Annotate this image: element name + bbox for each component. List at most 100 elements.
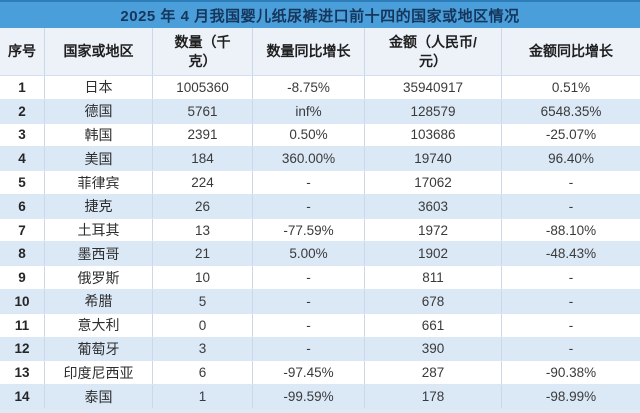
cell-country: 墨西哥 bbox=[45, 242, 153, 266]
table-row: 2 德国 5761 inf% 128579 6548.35% bbox=[0, 99, 640, 124]
header-amount: 金额（人民币/ 元） bbox=[365, 28, 502, 75]
cell-amount-yoy: 0.51% bbox=[551, 79, 591, 95]
cell-quantity: 184 bbox=[153, 147, 253, 171]
cell-seq: 2 bbox=[0, 99, 45, 123]
cell-amount: 811 bbox=[365, 266, 502, 290]
cell-amount-yoy: -98.99% bbox=[545, 389, 597, 405]
cell-amount: 1902 bbox=[365, 242, 502, 266]
cell-seq: 14 bbox=[0, 385, 45, 408]
cell-country: 日本 bbox=[45, 76, 153, 99]
cell-quantity-yoy: -8.75% bbox=[253, 76, 365, 99]
header-quantity-yoy: 数量同比增长 bbox=[253, 28, 365, 75]
cell-quantity-yoy: 0.50% bbox=[253, 123, 365, 147]
cell-amount-yoy: - bbox=[568, 198, 574, 214]
cell-quantity: 0 bbox=[153, 313, 253, 337]
cell-quantity-yoy: - bbox=[253, 194, 365, 218]
cell-quantity-yoy: -77.59% bbox=[253, 218, 365, 242]
cell-country: 希腊 bbox=[45, 290, 153, 313]
cell-quantity: 6 bbox=[153, 361, 253, 385]
cell-quantity: 5 bbox=[153, 290, 253, 313]
table-row: 6 捷克 26-3603- bbox=[0, 194, 640, 219]
table-body: 1 日本 1005360 -8.75% 35940917 0.51% 2 德国 5761 inf%… bbox=[0, 76, 640, 409]
cell-quantity: 13 bbox=[153, 218, 253, 242]
cell-seq: 3 bbox=[0, 123, 45, 147]
cell-amount: 390 bbox=[365, 337, 502, 361]
cell-country: 捷克 bbox=[45, 194, 153, 218]
table-row: 11 意大利 0-661- bbox=[0, 313, 640, 338]
table-row: 12 葡萄牙 3-390- bbox=[0, 337, 640, 362]
cell-seq: 1 bbox=[0, 76, 45, 99]
cell-country: 泰国 bbox=[45, 385, 153, 408]
cell-seq: 4 bbox=[0, 147, 45, 171]
cell-amount: 678 bbox=[365, 290, 502, 313]
cell-country: 土耳其 bbox=[45, 218, 153, 242]
cell-amount-yoy: -25.07% bbox=[545, 127, 597, 143]
cell-amount: 128579 bbox=[365, 99, 502, 123]
cell-seq: 5 bbox=[0, 171, 45, 194]
cell-quantity: 2391 bbox=[153, 123, 253, 147]
cell-seq: 10 bbox=[0, 290, 45, 313]
table-row: 7 土耳其 13 -77.59% 1972 -88.10% bbox=[0, 218, 640, 243]
cell-amount: 103686 bbox=[365, 123, 502, 147]
cell-amount-yoy: - bbox=[568, 293, 574, 309]
header-seq: 序号 bbox=[0, 28, 45, 75]
cell-seq: 9 bbox=[0, 266, 45, 290]
cell-quantity: 1005360 bbox=[153, 76, 253, 99]
cell-quantity: 224 bbox=[153, 171, 253, 194]
cell-amount-yoy: -88.10% bbox=[545, 222, 597, 238]
cell-amount: 35940917 bbox=[365, 76, 502, 99]
cell-country: 印度尼西亚 bbox=[45, 361, 153, 385]
cell-quantity-yoy: 5.00% bbox=[253, 242, 365, 266]
cell-amount: 17062 bbox=[365, 171, 502, 194]
table-row: 3 韩国 2391 0.50% 103686 -25.07% bbox=[0, 123, 640, 148]
cell-quantity: 21 bbox=[153, 242, 253, 266]
cell-quantity-yoy: inf% bbox=[253, 99, 365, 123]
cell-country: 意大利 bbox=[45, 313, 153, 337]
cell-amount-yoy: -90.38% bbox=[545, 365, 597, 381]
cell-country: 美国 bbox=[45, 147, 153, 171]
cell-country: 葡萄牙 bbox=[45, 337, 153, 361]
cell-amount: 661 bbox=[365, 313, 502, 337]
table-title: 2025 年 4 月我国婴儿纸尿裤进口前十四的国家或地区情况 bbox=[0, 0, 640, 28]
cell-amount: 178 bbox=[365, 385, 502, 408]
cell-country: 俄罗斯 bbox=[45, 266, 153, 290]
cell-country: 德国 bbox=[45, 99, 153, 123]
cell-quantity: 5761 bbox=[153, 99, 253, 123]
cell-amount-yoy: - bbox=[568, 341, 574, 357]
table-row: 8 墨西哥 21 5.00% 1902 -48.43% bbox=[0, 242, 640, 267]
cell-country: 菲律宾 bbox=[45, 171, 153, 194]
cell-quantity-yoy: - bbox=[253, 337, 365, 361]
cell-amount-yoy: - bbox=[568, 175, 574, 191]
cell-quantity: 3 bbox=[153, 337, 253, 361]
header-country: 国家或地区 bbox=[45, 28, 153, 75]
cell-amount-yoy: - bbox=[568, 270, 574, 286]
cell-amount: 1972 bbox=[365, 218, 502, 242]
cell-amount: 287 bbox=[365, 361, 502, 385]
cell-quantity-yoy: - bbox=[253, 313, 365, 337]
bottom-cutoff-strip bbox=[0, 409, 640, 413]
cell-amount-yoy: -48.43% bbox=[545, 246, 597, 262]
cell-seq: 7 bbox=[0, 218, 45, 242]
table-row: 4 美国 184 360.00% 19740 96.40% bbox=[0, 147, 640, 172]
cell-amount: 3603 bbox=[365, 194, 502, 218]
cell-seq: 8 bbox=[0, 242, 45, 266]
cell-quantity-yoy: - bbox=[253, 171, 365, 194]
cell-quantity: 26 bbox=[153, 194, 253, 218]
cell-quantity: 1 bbox=[153, 385, 253, 408]
table-row: 10 希腊 5-678- bbox=[0, 290, 640, 314]
cell-seq: 11 bbox=[0, 313, 45, 337]
table-row: 13 印度尼西亚 6 -97.45% 287 -90.38% bbox=[0, 361, 640, 386]
cell-country: 韩国 bbox=[45, 123, 153, 147]
header-amount-yoy: 金额同比增长 bbox=[529, 43, 613, 59]
cell-quantity-yoy: 360.00% bbox=[253, 147, 365, 171]
cell-amount-yoy: 96.40% bbox=[548, 151, 594, 167]
cell-amount-yoy: 6548.35% bbox=[540, 103, 602, 119]
table-row: 5 菲律宾 224-17062- bbox=[0, 171, 640, 195]
cell-quantity-yoy: - bbox=[253, 266, 365, 290]
cell-seq: 13 bbox=[0, 361, 45, 385]
cell-quantity: 10 bbox=[153, 266, 253, 290]
cell-quantity-yoy: - bbox=[253, 290, 365, 313]
table-row: 1 日本 1005360 -8.75% 35940917 0.51% bbox=[0, 76, 640, 100]
header-quantity: 数量（千 克） bbox=[153, 28, 253, 75]
